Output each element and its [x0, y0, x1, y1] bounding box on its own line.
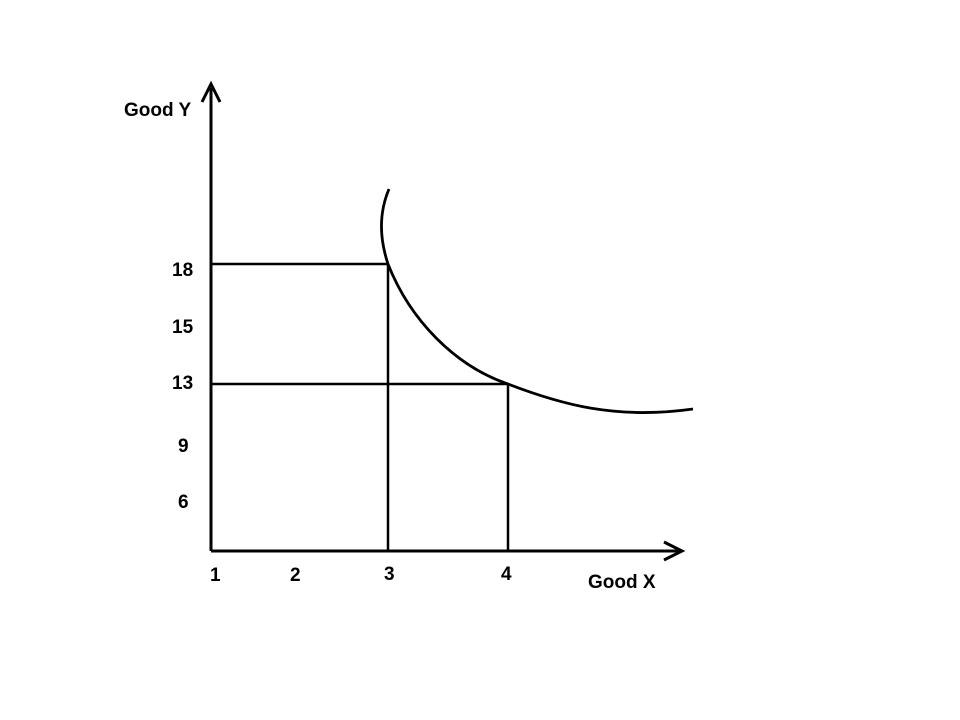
x-axis-arrowhead — [663, 540, 686, 562]
y-axis-label: Good Y — [124, 100, 192, 121]
x-axis-label: Good X — [588, 572, 656, 593]
x-tick-label: 2 — [290, 565, 301, 586]
x-tick-label: 3 — [384, 564, 395, 585]
y-tick-label: 18 — [172, 260, 193, 281]
y-tick-label: 13 — [172, 373, 193, 394]
y-tick-label: 9 — [178, 436, 189, 457]
y-tick-label: 15 — [172, 317, 194, 338]
indifference-curve — [380, 188, 694, 414]
x-tick-label: 1 — [210, 565, 221, 586]
y-tick-label: 6 — [178, 492, 189, 513]
y-axis-arrowhead — [200, 80, 222, 103]
x-tick-label: 4 — [501, 564, 512, 585]
